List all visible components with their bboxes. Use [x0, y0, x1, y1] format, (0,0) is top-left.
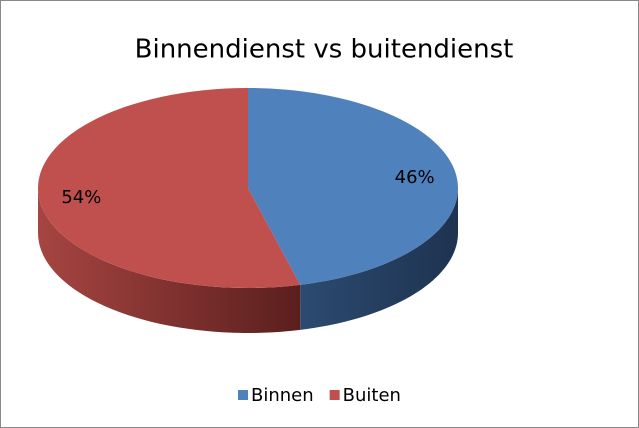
legend-swatch: [238, 390, 248, 400]
pie-slice: [248, 88, 458, 285]
slice-side: [38, 188, 301, 333]
slice-side: [300, 188, 458, 330]
pie-slice: [37, 87, 301, 288]
chart-title: Binnendienst vs buitendienst: [135, 35, 514, 65]
legend-label: Binnen: [251, 385, 314, 406]
legend-swatch: [329, 390, 340, 400]
data-label: 46%: [395, 167, 435, 188]
data-label: 54%: [61, 187, 101, 208]
legend-label: Buiten: [343, 385, 401, 406]
